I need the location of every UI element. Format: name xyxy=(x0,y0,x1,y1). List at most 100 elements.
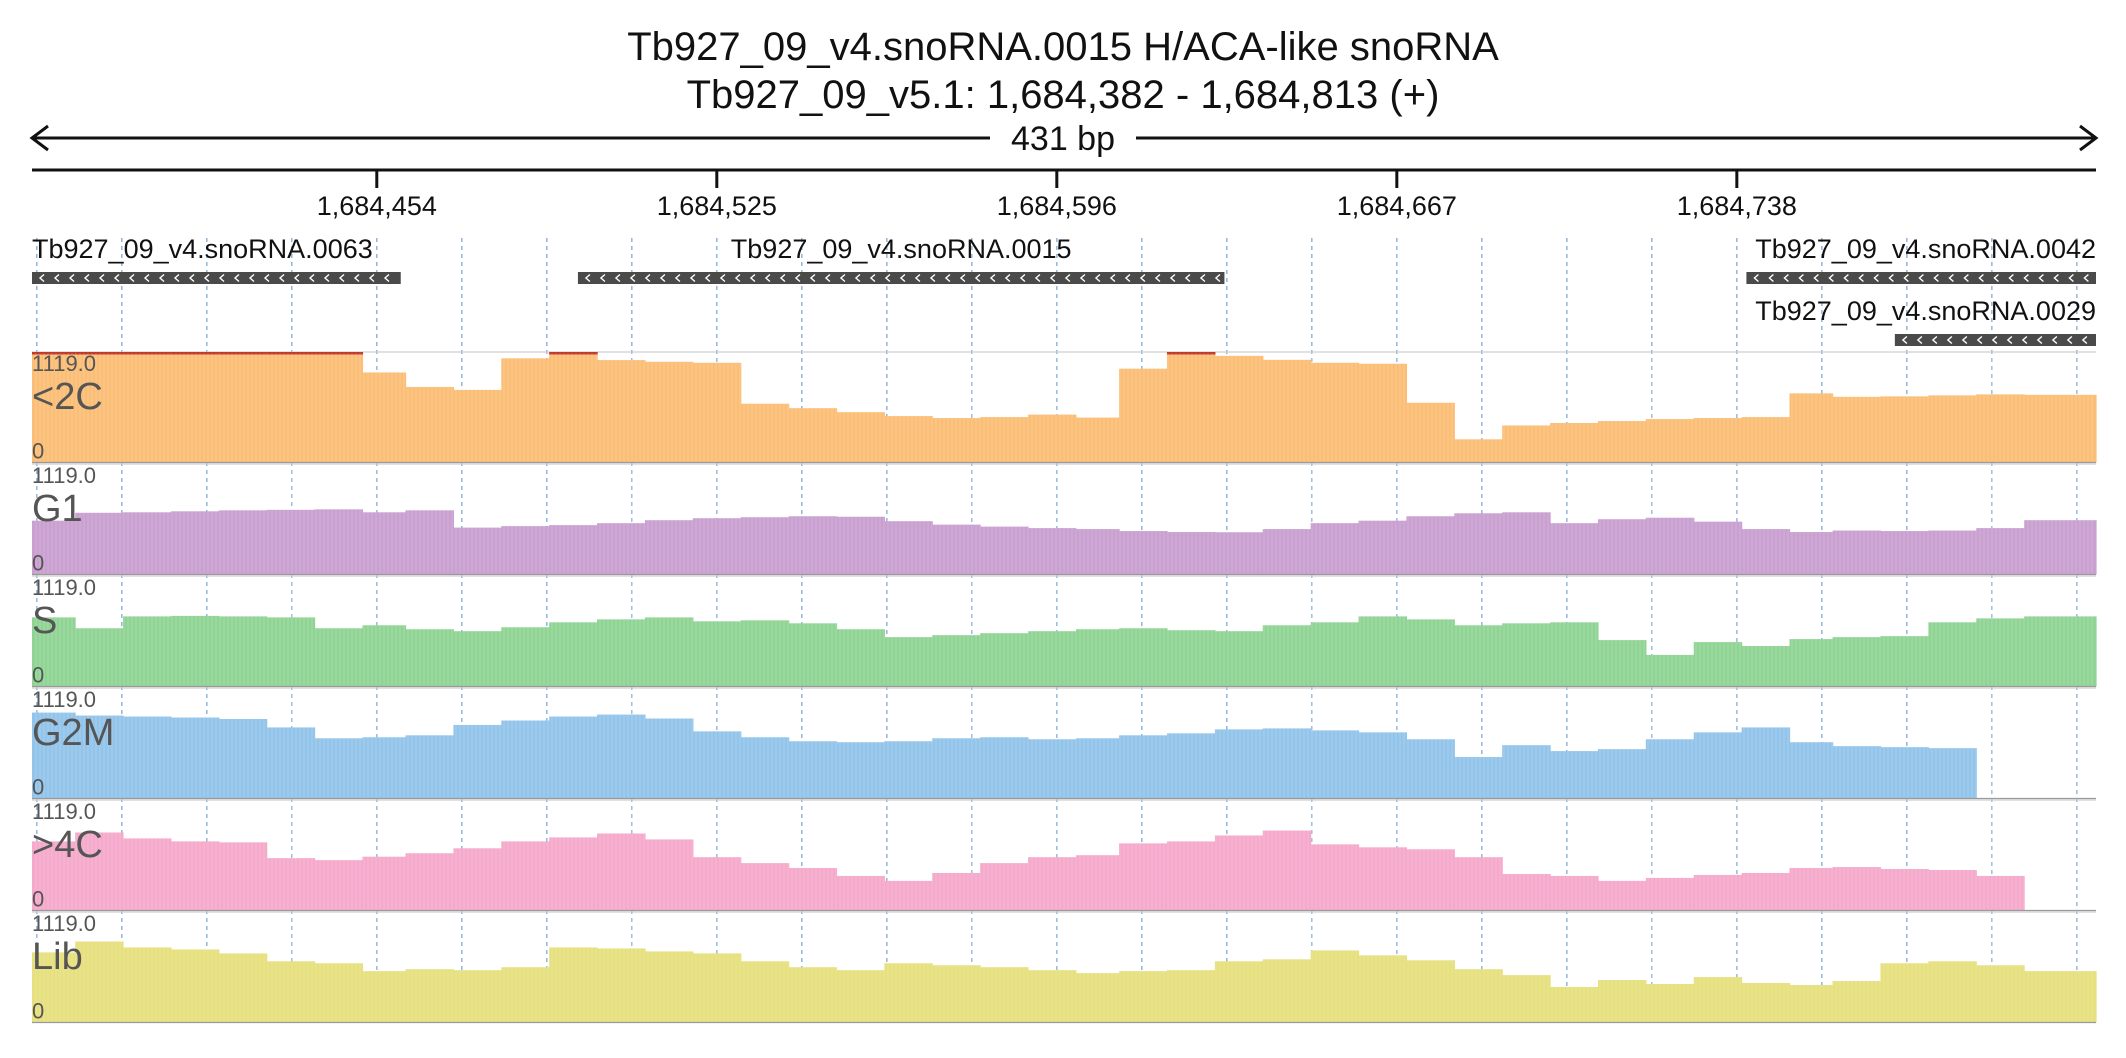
coverage-bar xyxy=(122,352,172,463)
coverage-bar xyxy=(1789,532,1834,575)
span-arrow-right-icon xyxy=(2079,124,2099,152)
strand-chevron-icon xyxy=(1004,273,1011,283)
strand-chevron-icon xyxy=(1961,335,1968,345)
strand-chevron-icon xyxy=(68,273,75,283)
coverage-bar xyxy=(218,616,268,687)
coverage-bar xyxy=(1454,757,1503,799)
track-name-label: G2M xyxy=(32,712,114,754)
coverage-bar xyxy=(266,858,316,911)
coverage-track: 1119.0 0 S xyxy=(32,575,2097,688)
coverage-bar xyxy=(1214,532,1264,575)
span-arrow-left-icon xyxy=(29,124,49,152)
strand-chevron-icon xyxy=(959,273,966,283)
coverage-bar xyxy=(1789,868,1834,911)
coverage-bar xyxy=(1550,751,1599,799)
strand-chevron-icon xyxy=(779,273,786,283)
coverage-bar xyxy=(1406,849,1455,911)
strand-chevron-icon xyxy=(368,273,375,283)
coverage-bar xyxy=(501,526,550,575)
chart-subtitle: Tb927_09_v5.1: 1,684,382 - 1,684,813 (+) xyxy=(687,73,1440,117)
coverage-bar xyxy=(932,418,981,463)
coverage-bar xyxy=(1741,646,1791,687)
strand-chevron-icon xyxy=(1933,273,1939,283)
coverage-bar xyxy=(980,967,1029,1023)
coverage-bar xyxy=(692,362,742,463)
coverage-bar xyxy=(1166,352,1216,463)
coverage-bar xyxy=(1645,517,1695,575)
coverage-bar xyxy=(1406,402,1455,463)
coverage-bar xyxy=(1166,733,1216,799)
coverage-bar xyxy=(170,717,220,799)
coverage-bar xyxy=(1028,414,1077,463)
coverage-bar xyxy=(75,941,124,1023)
coverage-bar xyxy=(1262,529,1312,575)
track-ymin-label: 0 xyxy=(32,551,44,576)
strand-chevron-icon xyxy=(884,273,891,283)
coverage-bar xyxy=(362,856,407,911)
coverage-bar xyxy=(453,631,502,687)
strand-chevron-icon xyxy=(1109,273,1116,283)
strand-chevron-icon xyxy=(944,273,951,283)
coverage-bar xyxy=(932,524,981,575)
coverage-bar xyxy=(1166,970,1216,1023)
coverage-bar xyxy=(740,961,790,1023)
coverage-bar xyxy=(1166,841,1216,911)
strand-chevron-icon xyxy=(614,273,621,283)
tick-label: 1,684,738 xyxy=(1677,191,1797,221)
coverage-bar xyxy=(170,511,220,575)
span-label: 431 bp xyxy=(1011,120,1115,158)
coverage-bar xyxy=(1214,729,1264,799)
coverage-bar xyxy=(836,742,886,799)
coverage-bar xyxy=(1693,732,1743,799)
max-clip-mark xyxy=(266,352,316,355)
coverage-bar xyxy=(122,947,172,1023)
coverage-bar xyxy=(788,408,838,463)
coverage-bar xyxy=(1976,528,2025,575)
coverage-bar xyxy=(218,953,268,1023)
strand-chevron-icon xyxy=(749,273,756,283)
coverage-bar xyxy=(932,872,981,911)
coverage-bar xyxy=(266,352,316,463)
coverage-bar xyxy=(314,738,364,799)
coverage-bar xyxy=(1976,875,2025,911)
max-clip-mark xyxy=(549,352,598,355)
coverage-bar xyxy=(1741,983,1791,1023)
coverage-bar xyxy=(788,623,838,687)
max-clip-mark xyxy=(122,352,172,355)
strand-chevron-icon xyxy=(1828,273,1834,283)
strand-chevron-icon xyxy=(704,273,711,283)
strand-chevron-icon xyxy=(1139,273,1146,283)
coverage-bar xyxy=(75,628,124,687)
strand-chevron-icon xyxy=(158,273,165,283)
coverage-bar xyxy=(1502,975,1551,1023)
coverage-bar xyxy=(362,512,407,575)
strand-chevron-icon xyxy=(764,273,771,283)
strand-chevron-icon xyxy=(2008,273,2014,283)
coverage-bar xyxy=(788,516,838,575)
track-ymax-label: 1119.0 xyxy=(32,575,96,600)
coverage-bar xyxy=(362,625,407,687)
track-ymax-label: 1119.0 xyxy=(32,687,96,712)
strand-chevron-icon xyxy=(599,273,606,283)
coverage-bar xyxy=(1028,631,1077,687)
coverage-bar xyxy=(1741,872,1791,911)
strand-chevron-icon xyxy=(629,273,636,283)
coverage-bar xyxy=(266,509,316,575)
track-name-label: >4C xyxy=(32,824,103,866)
track-ymax-label: 1119.0 xyxy=(32,911,96,936)
strand-chevron-icon xyxy=(1094,273,1101,283)
coverage-bar xyxy=(75,832,124,911)
coverage-bar xyxy=(740,517,790,575)
coverage-bar xyxy=(836,516,886,575)
coverage-bar xyxy=(788,967,838,1023)
coverage-bar xyxy=(1454,513,1503,575)
track-name-label: Lib xyxy=(32,936,83,978)
strand-chevron-icon xyxy=(1991,335,1998,345)
track-ymax-label: 1119.0 xyxy=(32,463,96,488)
coverage-bar xyxy=(1550,523,1599,575)
coverage-bar xyxy=(1880,396,1929,463)
coverage-bar xyxy=(1741,727,1791,799)
coverage-bar xyxy=(314,860,364,911)
max-clip-mark xyxy=(75,352,124,355)
coverage-bar xyxy=(32,352,76,463)
